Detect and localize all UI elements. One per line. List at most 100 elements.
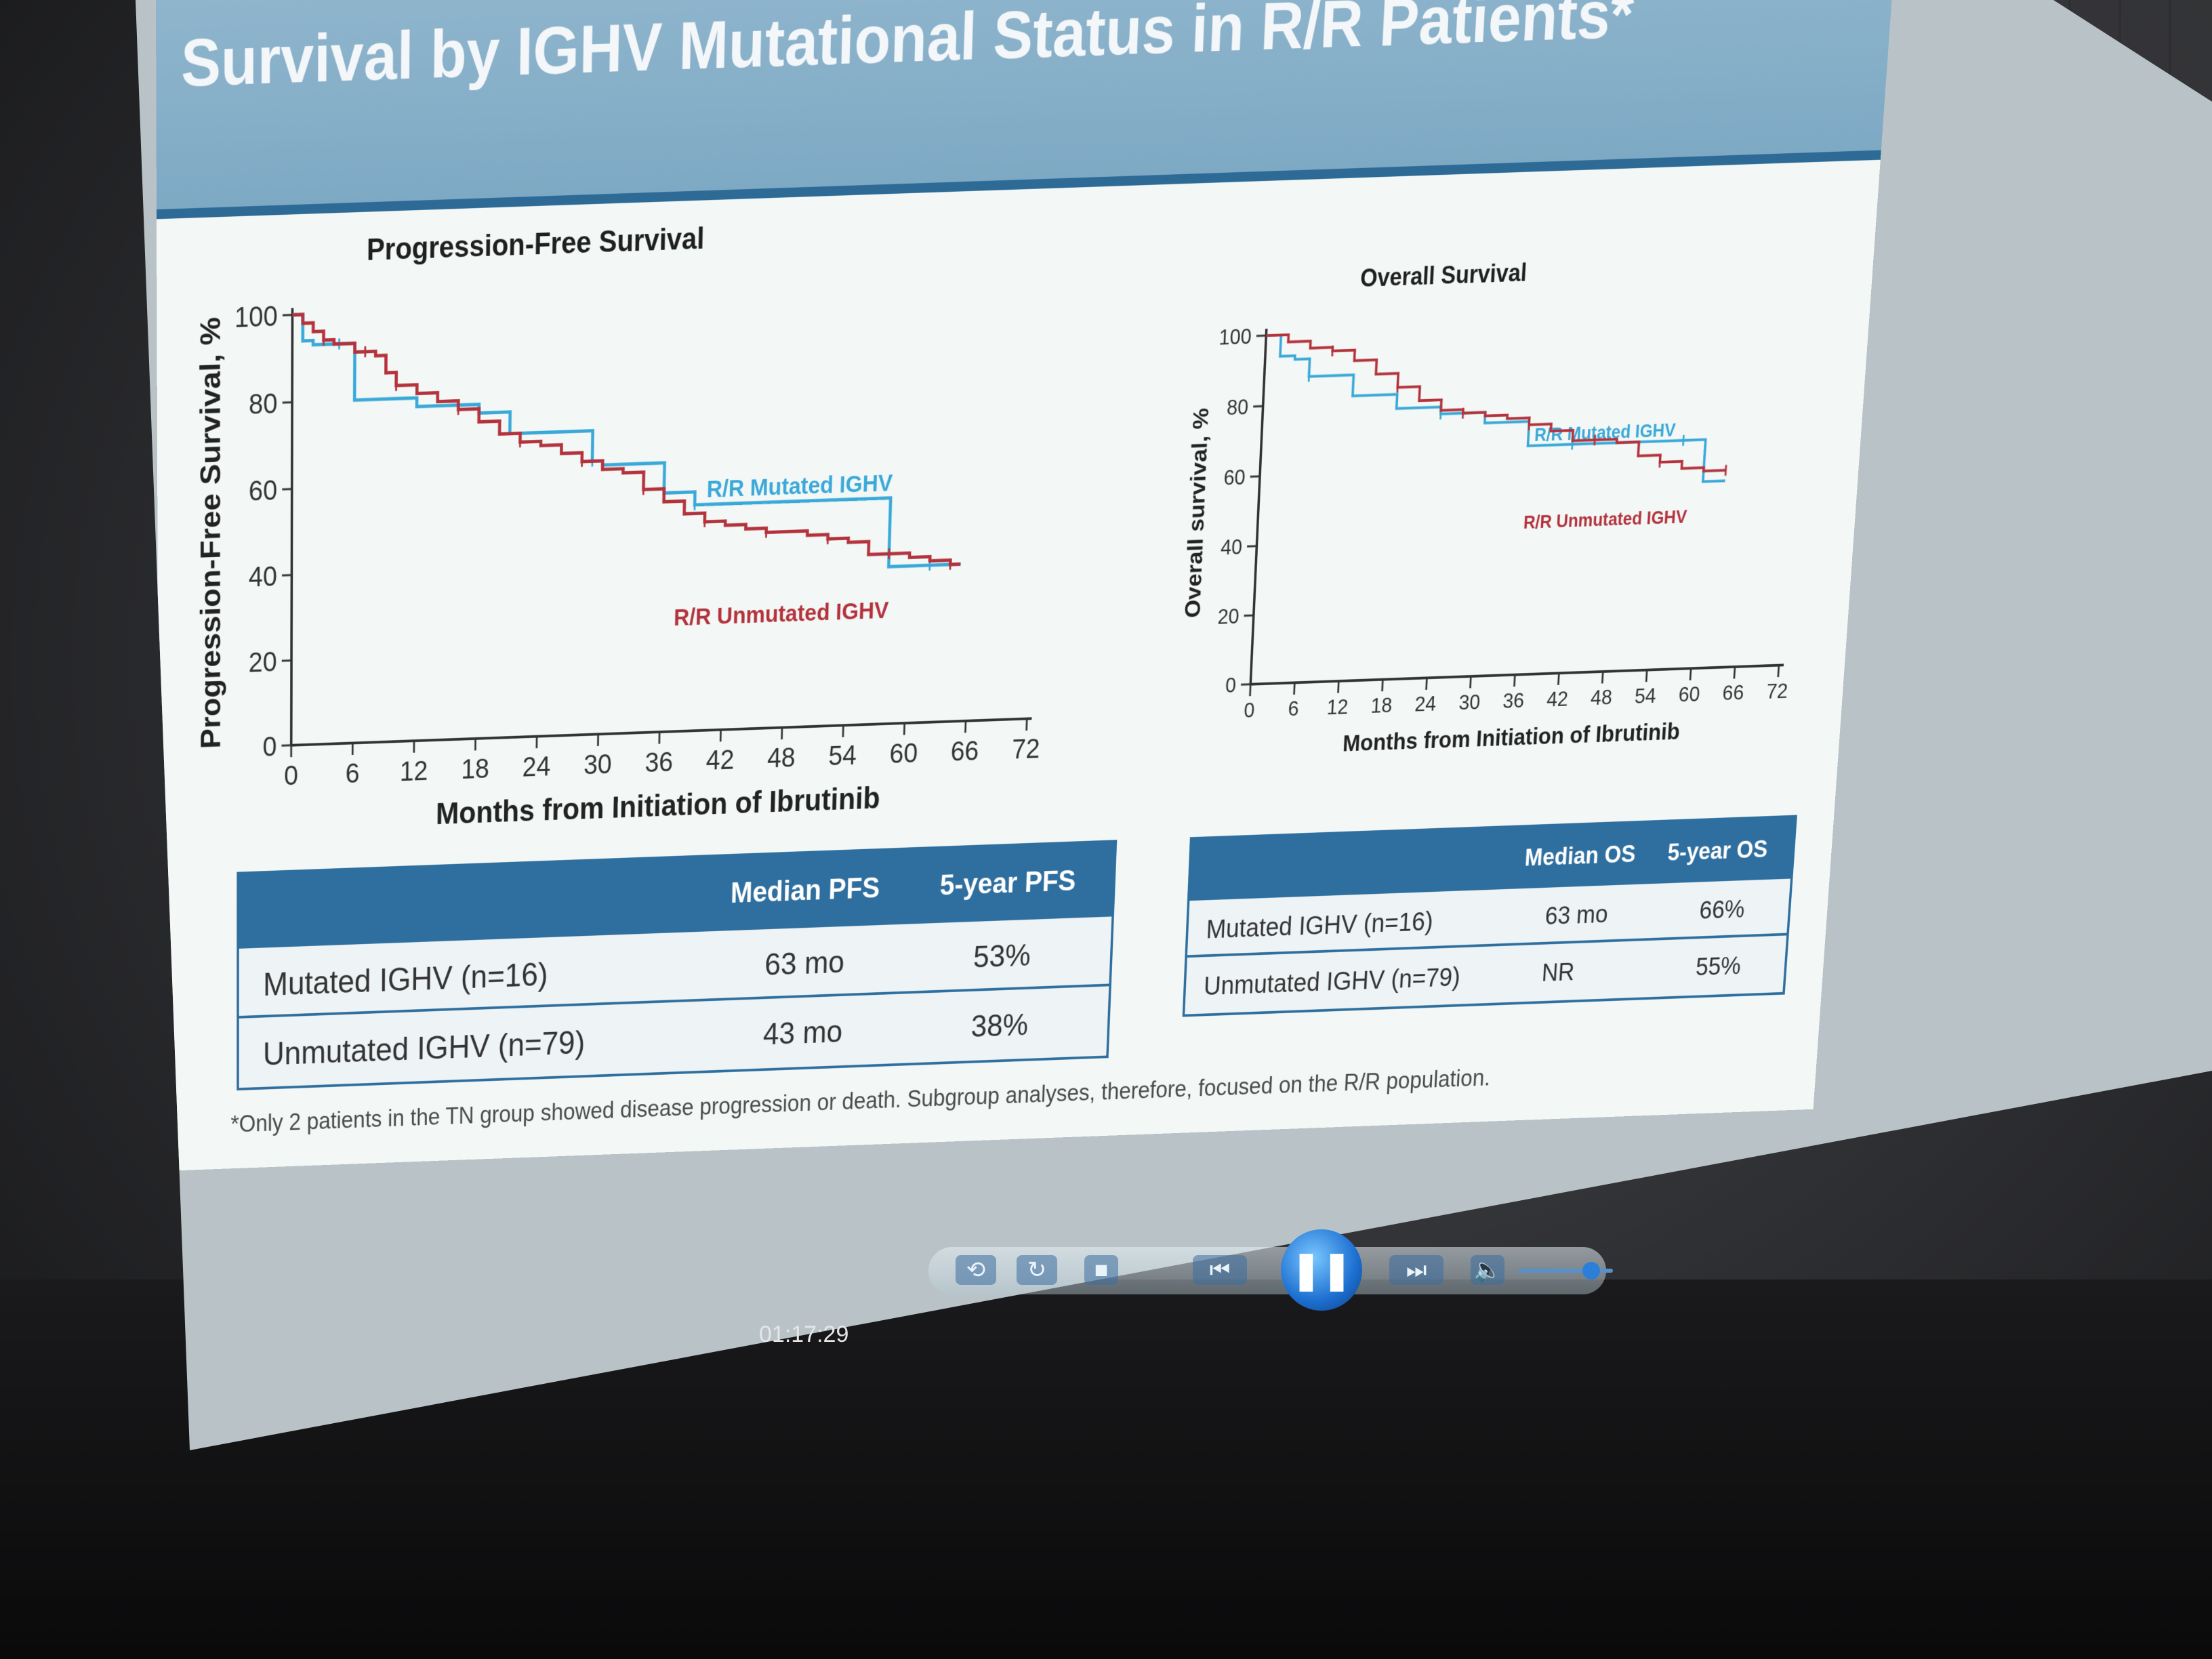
y-tick	[282, 575, 291, 576]
x-tick-label: 12	[400, 755, 428, 787]
x-tick-label: 18	[461, 753, 489, 785]
y-tick-label: 60	[249, 474, 277, 506]
next-button[interactable]: ⏭	[1389, 1255, 1443, 1285]
y-tick	[1256, 335, 1266, 336]
x-tick-label: 48	[767, 742, 796, 774]
x-axis-label: Months from Initiation of Ibrutinib	[436, 781, 880, 831]
x-tick-label: 30	[1458, 690, 1481, 714]
previous-button[interactable]: ⏮	[1193, 1255, 1247, 1285]
y-tick	[1250, 476, 1260, 477]
x-tick-label: 42	[705, 744, 734, 776]
x-tick-label: 12	[1326, 695, 1349, 719]
os-row-median: 63 mo	[1544, 901, 1609, 930]
x-tick	[1382, 680, 1383, 692]
legend-label-mutated: R/R Mutated IGHV	[706, 470, 893, 503]
x-tick	[1734, 667, 1735, 679]
os-row-median: NR	[1540, 958, 1576, 987]
os-row-label: Unmutated IGHV (n=79)	[1203, 962, 1461, 1001]
y-tick	[1244, 615, 1254, 616]
y-tick-label: 0	[262, 731, 276, 762]
y-tick	[283, 315, 293, 316]
pfs-header-5yr: 5-year PFS	[939, 864, 1077, 902]
volume-icon[interactable]: 🔈	[1471, 1255, 1504, 1285]
x-tick-label: 54	[1634, 684, 1657, 708]
os-chart-title: Overall Survival	[1359, 258, 1528, 293]
x-tick	[1514, 675, 1515, 687]
series-line-mutated	[1259, 319, 1736, 497]
y-tick-label: 100	[234, 300, 278, 333]
legend-label-unmutated: R/R Unmutated IGHV	[674, 597, 890, 631]
pfs-row-label: Mutated IGHV (n=16)	[263, 956, 548, 1003]
y-axis	[1250, 329, 1267, 684]
y-tick	[281, 745, 291, 746]
y-tick-label: 0	[1225, 674, 1236, 697]
slide: Survival by IGHV Mutational Status in R/…	[156, 0, 1896, 1172]
series-line-unmutated	[291, 291, 969, 588]
y-axis-label: Overall survival, %	[1181, 407, 1214, 618]
volume-slider-thumb[interactable]	[1582, 1262, 1600, 1279]
x-tick	[1558, 673, 1559, 685]
pfs-table: Median PFS 5-year PFS Mutated IGHV (n=16…	[237, 840, 1118, 1091]
x-tick-label: 0	[284, 760, 298, 791]
pfs-header-median: Median PFS	[730, 872, 880, 909]
pfs-chart: 0 20 40 60 80 100 0 6 12 18 24 30 36 42 48 54 60 66 72 Mont…	[194, 260, 1040, 831]
y-tick-label: 80	[249, 387, 277, 419]
x-tick-label: 72	[1765, 679, 1788, 703]
pfs-row-5yr: 38%	[970, 1008, 1029, 1044]
os-row-5yr: 55%	[1694, 952, 1742, 981]
x-tick	[1646, 670, 1647, 682]
x-tick	[965, 721, 966, 733]
y-tick-label: 20	[1217, 605, 1240, 629]
y-axis-label: Progression-Free Survival, %	[194, 316, 226, 750]
volume-slider[interactable]	[1518, 1269, 1613, 1273]
media-player-controls: ⟲ ↻ ■ ⏮ ❚❚ ⏭ 🔈 01:17:29	[759, 1220, 1674, 1347]
y-tick-label: 80	[1226, 395, 1249, 420]
x-tick	[1294, 682, 1295, 695]
pause-button[interactable]: ❚❚	[1281, 1229, 1362, 1311]
y-tick-label: 60	[1223, 465, 1246, 489]
x-tick-label: 60	[1678, 682, 1701, 707]
x-tick-label: 24	[522, 751, 550, 783]
x-tick	[1778, 665, 1779, 678]
x-tick-label: 42	[1546, 687, 1568, 712]
series-line-unmutated	[1259, 319, 1736, 487]
y-tick-label: 40	[1220, 535, 1242, 559]
x-axis	[291, 718, 1032, 745]
x-tick-label: 24	[1414, 692, 1437, 716]
x-tick-label: 36	[644, 746, 673, 778]
y-tick-label: 20	[249, 646, 277, 678]
x-tick-label: 66	[1722, 680, 1745, 705]
censor-mark	[1725, 465, 1726, 476]
os-header-5yr: 5-year OS	[1666, 835, 1769, 866]
y-tick	[282, 489, 291, 490]
censor-mark	[1529, 419, 1530, 430]
os-header-median: Median OS	[1523, 840, 1637, 872]
legend-label-unmutated: R/R Unmutated IGHV	[1523, 506, 1687, 533]
os-table: Median OS 5-year OS Mutated IGHV (n=16) …	[1182, 815, 1797, 1017]
os-chart: 0 20 40 60 80 100 0 6 12 18 24 30 36 42 48 54 60 66 72 Mont…	[1181, 289, 1835, 757]
x-tick-label: 48	[1590, 685, 1613, 710]
y-axis	[291, 308, 293, 745]
pfs-row-5yr: 53%	[972, 938, 1031, 975]
censor-mark	[1332, 346, 1333, 356]
repeat-icon[interactable]: ↻	[1017, 1255, 1057, 1285]
stop-button[interactable]: ■	[1084, 1255, 1118, 1285]
x-tick-label: 6	[346, 758, 360, 789]
y-tick-label: 100	[1218, 325, 1252, 350]
x-tick-label: 66	[950, 735, 979, 767]
x-tick-label: 36	[1502, 689, 1525, 713]
x-tick	[1470, 676, 1471, 689]
playback-time: 01:17:29	[759, 1322, 849, 1347]
x-tick	[1602, 672, 1603, 684]
os-row-label: Mutated IGHV (n=16)	[1205, 907, 1434, 945]
x-tick	[1690, 668, 1691, 680]
x-tick	[904, 723, 905, 735]
y-tick-label: 40	[249, 560, 277, 593]
x-tick-label: 60	[889, 737, 918, 769]
playlist-icon[interactable]: ⟲	[956, 1255, 996, 1285]
pfs-row-median: 63 mo	[764, 945, 845, 983]
censor-mark	[1397, 382, 1398, 393]
x-tick-label: 30	[583, 748, 612, 780]
x-axis-label: Months from Initiation of Ibrutinib	[1342, 719, 1681, 756]
pfs-row-median: 43 mo	[762, 1015, 843, 1052]
